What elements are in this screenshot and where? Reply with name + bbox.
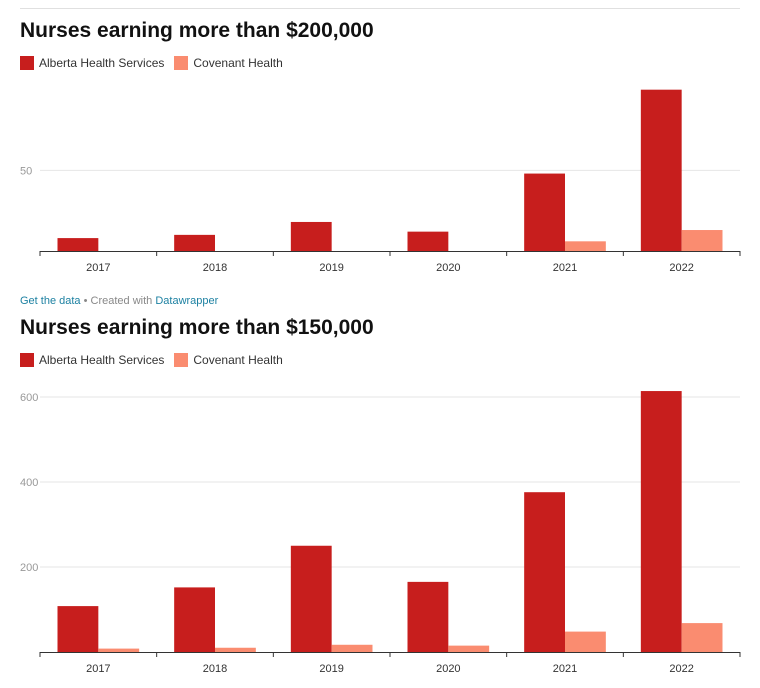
bar xyxy=(57,238,99,251)
get-the-data-link[interactable]: Get the data xyxy=(20,295,81,307)
bar xyxy=(407,581,449,652)
legend-item-covenant: Covenant Health xyxy=(174,353,283,367)
bar xyxy=(681,230,723,251)
chart-title: Nurses earning more than $150,000 xyxy=(20,316,374,339)
x-tick-label: 2022 xyxy=(669,262,693,274)
bar xyxy=(681,623,723,652)
x-tick-label: 2018 xyxy=(203,663,227,675)
legend-label: Covenant Health xyxy=(193,56,283,70)
x-tick-label: 2020 xyxy=(436,262,460,274)
y-tick-label: 200 xyxy=(20,562,38,574)
bar xyxy=(174,234,215,251)
bar xyxy=(98,648,140,652)
bar xyxy=(290,221,332,251)
bar xyxy=(57,606,99,652)
chart-title: Nurses earning more than $200,000 xyxy=(20,19,374,42)
x-tick-label: 2018 xyxy=(203,262,227,274)
x-tick-label: 2019 xyxy=(319,262,343,274)
bar xyxy=(524,492,565,652)
y-tick-label: 400 xyxy=(20,477,38,489)
datawrapper-link[interactable]: Datawrapper xyxy=(155,295,219,307)
legend-swatch xyxy=(174,56,189,70)
legend-item-ahs: Alberta Health Services xyxy=(20,353,164,367)
bar xyxy=(565,631,606,652)
bar xyxy=(640,391,682,652)
chart-footer: Get the data • Created with Datawrapper xyxy=(20,295,218,307)
legend-swatch xyxy=(174,353,189,367)
legend-swatch xyxy=(20,56,34,70)
bar xyxy=(565,241,606,251)
y-tick-label: 600 xyxy=(20,392,38,404)
legend-label: Covenant Health xyxy=(193,353,283,367)
bar xyxy=(215,647,256,652)
legend-item-ahs: Alberta Health Services xyxy=(20,56,164,70)
x-tick-label: 2020 xyxy=(436,663,460,675)
x-tick-label: 2017 xyxy=(86,262,110,274)
bar xyxy=(448,645,490,652)
bar xyxy=(174,587,215,652)
x-tick-label: 2022 xyxy=(669,663,693,675)
bar-chart: 200 400 600 2017 2018 2019 2020 2021 2022 xyxy=(20,391,741,675)
chart-legend: Alberta Health Services Covenant Health xyxy=(20,55,293,71)
y-tick-label: 50 xyxy=(20,165,32,177)
x-tick-label: 2019 xyxy=(319,663,343,675)
legend-label: Alberta Health Services xyxy=(39,56,165,70)
bar-chart: 50 2017 2018 2019 2020 2021 2022 xyxy=(20,89,741,274)
chart-legend: Alberta Health Services Covenant Health xyxy=(20,352,293,368)
bar xyxy=(290,545,332,652)
bar xyxy=(524,173,565,251)
top-divider xyxy=(20,8,740,9)
bar xyxy=(640,89,682,251)
bar xyxy=(331,644,373,652)
x-tick-label: 2021 xyxy=(553,663,577,675)
legend-label: Alberta Health Services xyxy=(39,353,165,367)
x-tick-label: 2017 xyxy=(86,663,110,675)
bar xyxy=(407,231,449,251)
legend-item-covenant: Covenant Health xyxy=(174,56,283,70)
legend-swatch xyxy=(20,353,34,367)
x-tick-label: 2021 xyxy=(553,262,577,274)
footer-credit-text: • Created with xyxy=(80,295,156,307)
